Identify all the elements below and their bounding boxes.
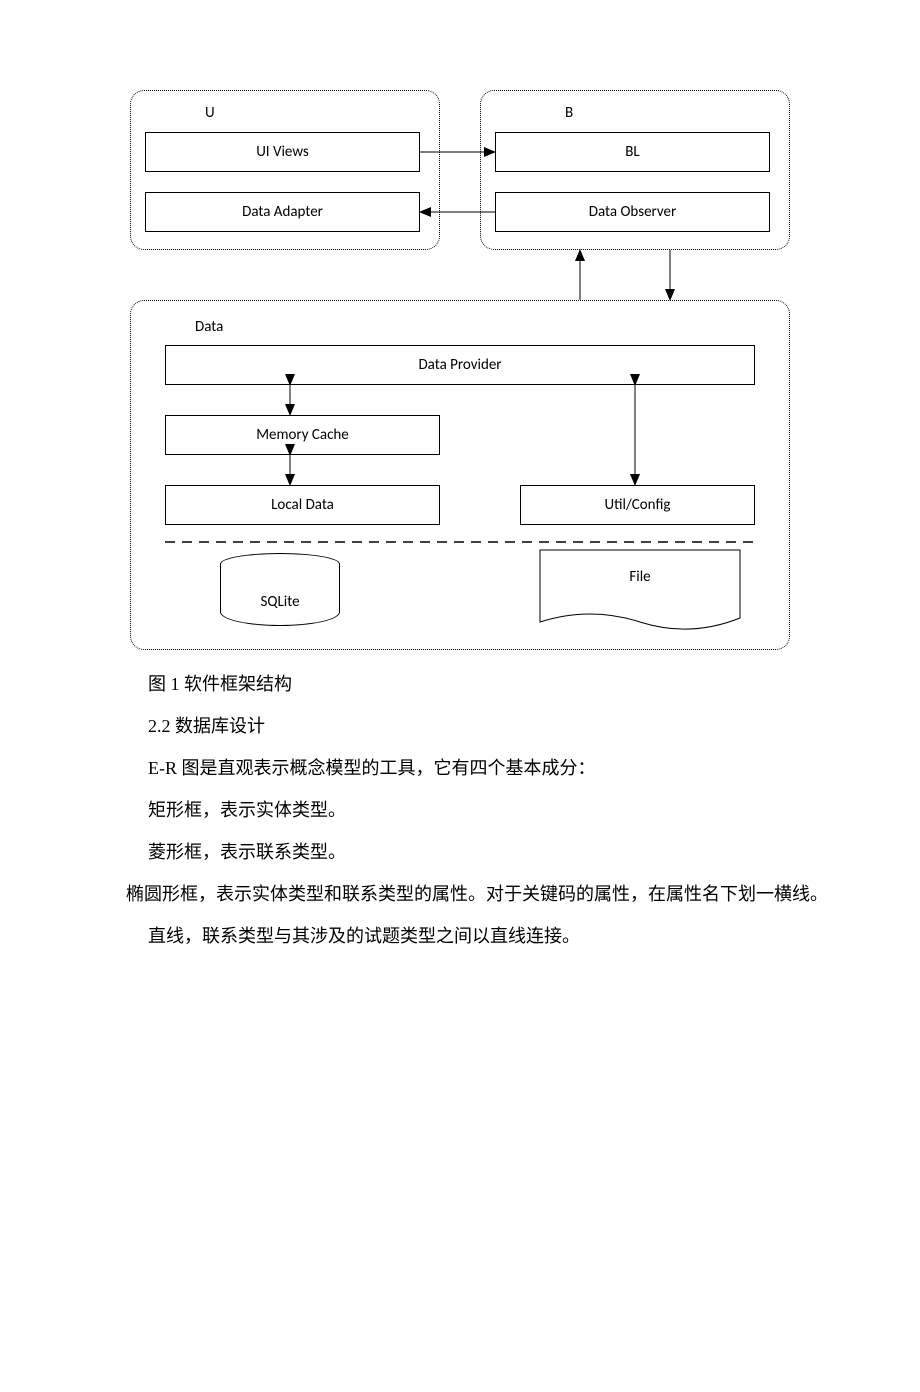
node-sqlite: SQLite	[220, 553, 340, 628]
node-util-config-label: Util/Config	[605, 496, 671, 514]
node-data-provider-label: Data Provider	[418, 356, 501, 374]
node-bl-label: BL	[625, 143, 639, 161]
node-bl: BL	[495, 132, 770, 172]
node-data-observer-label: Data Observer	[589, 203, 676, 221]
node-data-adapter-label: Data Adapter	[242, 203, 323, 221]
node-local-data: Local Data	[165, 485, 440, 525]
node-memory-cache: Memory Cache	[165, 415, 440, 455]
figure-caption: 图 1 软件框架结构	[130, 666, 820, 702]
node-util-config: Util/Config	[520, 485, 755, 525]
label-u: U	[205, 104, 215, 122]
paragraph-1: E-R 图是直观表示概念模型的工具，它有四个基本成分：	[130, 750, 820, 786]
label-data: Data	[195, 318, 223, 336]
node-data-observer: Data Observer	[495, 192, 770, 232]
section-heading: 2.2 数据库设计	[130, 708, 820, 744]
node-ui-views-label: UI Views	[256, 143, 309, 161]
node-ui-views: UI Views	[145, 132, 420, 172]
node-data-adapter: Data Adapter	[145, 192, 420, 232]
paragraph-4: 椭圆形框，表示实体类型和联系类型的属性。对于关键码的属性，在属性名下划一横线。	[90, 876, 840, 912]
label-b: B	[565, 104, 573, 122]
node-file: File	[540, 550, 740, 630]
paragraph-2: 矩形框，表示实体类型。	[130, 792, 820, 828]
node-local-data-label: Local Data	[271, 496, 334, 514]
paragraph-3: 菱形框，表示联系类型。	[130, 834, 820, 870]
node-memory-cache-label: Memory Cache	[256, 426, 349, 444]
node-data-provider: Data Provider	[165, 345, 755, 385]
architecture-diagram: www.bdocx.com U I UI Views Data Adapter …	[130, 90, 890, 660]
paragraph-5: 直线，联系类型与其涉及的试题类型之间以直线连接。	[130, 918, 820, 954]
node-sqlite-label: SQLite	[220, 593, 340, 611]
node-file-label: File	[540, 568, 740, 586]
body-text: 图 1 软件框架结构 2.2 数据库设计 E-R 图是直观表示概念模型的工具，它…	[130, 666, 820, 954]
